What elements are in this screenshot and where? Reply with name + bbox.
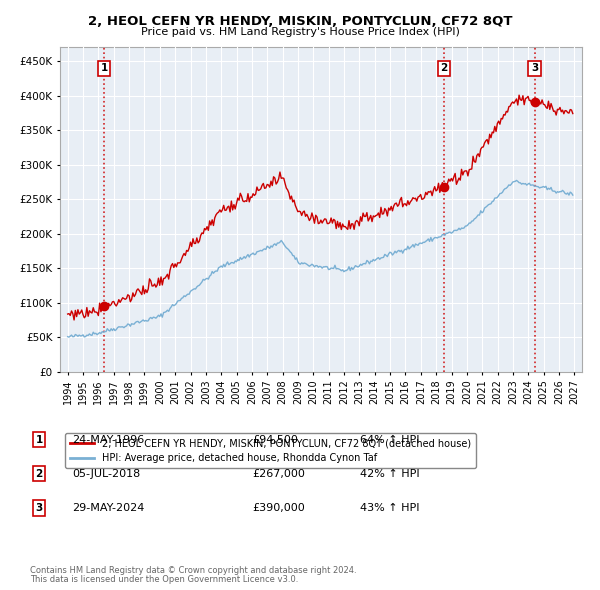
- Text: 2, HEOL CEFN YR HENDY, MISKIN, PONTYCLUN, CF72 8QT: 2, HEOL CEFN YR HENDY, MISKIN, PONTYCLUN…: [88, 15, 512, 28]
- Text: 64% ↑ HPI: 64% ↑ HPI: [360, 435, 419, 444]
- Text: 1: 1: [35, 435, 43, 444]
- Text: Price paid vs. HM Land Registry's House Price Index (HPI): Price paid vs. HM Land Registry's House …: [140, 27, 460, 37]
- Text: Contains HM Land Registry data © Crown copyright and database right 2024.: Contains HM Land Registry data © Crown c…: [30, 566, 356, 575]
- Text: 2: 2: [440, 63, 448, 73]
- Text: £94,500: £94,500: [252, 435, 298, 444]
- Text: 43% ↑ HPI: 43% ↑ HPI: [360, 503, 419, 513]
- Text: 3: 3: [35, 503, 43, 513]
- Text: 2: 2: [35, 469, 43, 478]
- Text: 1: 1: [101, 63, 108, 73]
- Text: 3: 3: [531, 63, 538, 73]
- Text: 05-JUL-2018: 05-JUL-2018: [72, 469, 140, 478]
- Text: 42% ↑ HPI: 42% ↑ HPI: [360, 469, 419, 478]
- Legend: 2, HEOL CEFN YR HENDY, MISKIN, PONTYCLUN, CF72 8QT (detached house), HPI: Averag: 2, HEOL CEFN YR HENDY, MISKIN, PONTYCLUN…: [65, 433, 476, 468]
- Text: £267,000: £267,000: [252, 469, 305, 478]
- Text: 29-MAY-2024: 29-MAY-2024: [72, 503, 145, 513]
- Text: This data is licensed under the Open Government Licence v3.0.: This data is licensed under the Open Gov…: [30, 575, 298, 584]
- Text: £390,000: £390,000: [252, 503, 305, 513]
- Text: 24-MAY-1996: 24-MAY-1996: [72, 435, 144, 444]
